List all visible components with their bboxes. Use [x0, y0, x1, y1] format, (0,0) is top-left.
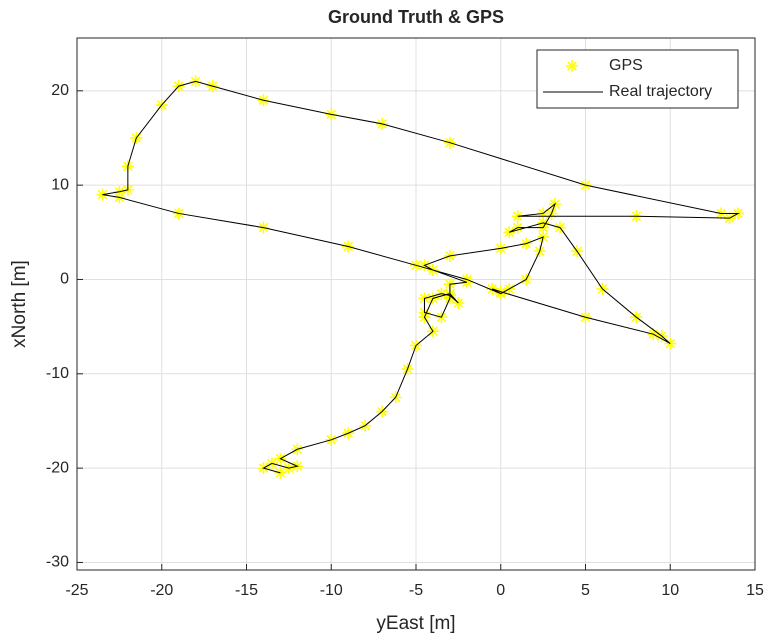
- y-axis-label: xNorth [m]: [9, 260, 30, 348]
- y-tick-label: 20: [51, 82, 69, 99]
- x-tick-label: -10: [320, 582, 343, 599]
- gps-marker: [274, 466, 287, 479]
- x-tick-label: -15: [235, 582, 258, 599]
- y-tick-label: 10: [51, 176, 69, 193]
- y-tick-label: -20: [46, 459, 69, 476]
- legend-label: Real trajectory: [609, 83, 712, 100]
- x-axis-label: yEast [m]: [376, 613, 455, 634]
- y-tick-label: -30: [46, 554, 69, 571]
- legend-marker: [566, 60, 578, 72]
- x-tick-label: 0: [496, 582, 505, 599]
- axes-box: [76, 37, 756, 571]
- x-tick-label: 5: [581, 582, 590, 599]
- y-tick-label: -10: [46, 365, 69, 382]
- x-tick-label: -5: [409, 582, 423, 599]
- x-tick-label: -20: [150, 582, 173, 599]
- x-tick-label: 15: [746, 582, 764, 599]
- trajectory-line: [102, 80, 740, 474]
- x-tick-label: 10: [661, 582, 679, 599]
- legend-box: [536, 49, 739, 109]
- chart-title: Ground Truth & GPS: [328, 7, 504, 27]
- y-tick-label: 0: [60, 271, 69, 288]
- x-tick-label: -25: [65, 582, 88, 599]
- legend-label: GPS: [609, 57, 643, 74]
